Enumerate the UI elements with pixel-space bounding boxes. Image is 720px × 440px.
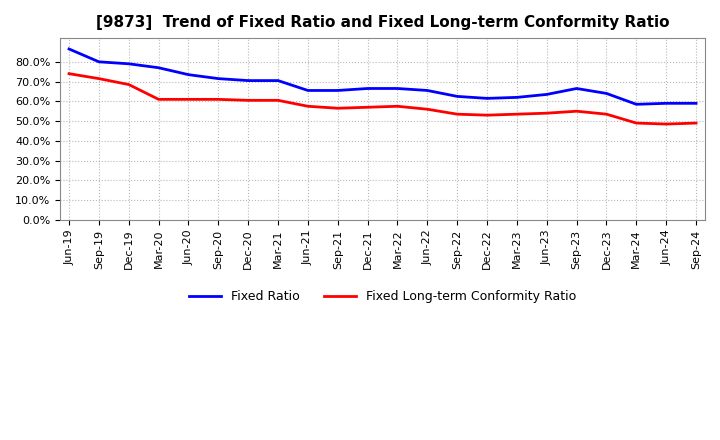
- Fixed Ratio: [274, 78, 282, 83]
- Fixed Ratio: [94, 59, 103, 64]
- Fixed Ratio: [662, 101, 670, 106]
- Fixed Long-term Conformity Ratio: [513, 111, 521, 117]
- Fixed Ratio: [154, 65, 163, 70]
- Fixed Ratio: [393, 86, 402, 91]
- Fixed Ratio: [453, 94, 462, 99]
- Fixed Ratio: [572, 86, 581, 91]
- Fixed Long-term Conformity Ratio: [662, 121, 670, 127]
- Fixed Long-term Conformity Ratio: [692, 121, 701, 126]
- Fixed Long-term Conformity Ratio: [125, 82, 133, 87]
- Fixed Ratio: [333, 88, 342, 93]
- Fixed Ratio: [692, 101, 701, 106]
- Fixed Ratio: [632, 102, 641, 107]
- Fixed Ratio: [184, 72, 193, 77]
- Fixed Long-term Conformity Ratio: [65, 71, 73, 76]
- Fixed Long-term Conformity Ratio: [632, 121, 641, 126]
- Fixed Ratio: [482, 96, 491, 101]
- Fixed Long-term Conformity Ratio: [602, 111, 611, 117]
- Fixed Long-term Conformity Ratio: [482, 113, 491, 118]
- Fixed Long-term Conformity Ratio: [572, 109, 581, 114]
- Fixed Ratio: [304, 88, 312, 93]
- Fixed Long-term Conformity Ratio: [453, 111, 462, 117]
- Fixed Long-term Conformity Ratio: [393, 104, 402, 109]
- Line: Fixed Ratio: Fixed Ratio: [69, 49, 696, 104]
- Fixed Long-term Conformity Ratio: [423, 106, 432, 112]
- Fixed Long-term Conformity Ratio: [244, 98, 253, 103]
- Fixed Long-term Conformity Ratio: [184, 97, 193, 102]
- Title: [9873]  Trend of Fixed Ratio and Fixed Long-term Conformity Ratio: [9873] Trend of Fixed Ratio and Fixed Lo…: [96, 15, 670, 30]
- Fixed Long-term Conformity Ratio: [333, 106, 342, 111]
- Fixed Ratio: [513, 95, 521, 100]
- Fixed Ratio: [244, 78, 253, 83]
- Fixed Long-term Conformity Ratio: [304, 104, 312, 109]
- Fixed Ratio: [542, 92, 551, 97]
- Fixed Long-term Conformity Ratio: [274, 98, 282, 103]
- Fixed Long-term Conformity Ratio: [364, 105, 372, 110]
- Fixed Ratio: [125, 61, 133, 66]
- Fixed Ratio: [214, 76, 222, 81]
- Legend: Fixed Ratio, Fixed Long-term Conformity Ratio: Fixed Ratio, Fixed Long-term Conformity …: [184, 285, 581, 308]
- Fixed Ratio: [602, 91, 611, 96]
- Fixed Ratio: [65, 46, 73, 51]
- Fixed Ratio: [423, 88, 432, 93]
- Fixed Long-term Conformity Ratio: [542, 110, 551, 116]
- Fixed Long-term Conformity Ratio: [94, 76, 103, 81]
- Line: Fixed Long-term Conformity Ratio: Fixed Long-term Conformity Ratio: [69, 73, 696, 124]
- Fixed Long-term Conformity Ratio: [214, 97, 222, 102]
- Fixed Ratio: [364, 86, 372, 91]
- Fixed Long-term Conformity Ratio: [154, 97, 163, 102]
